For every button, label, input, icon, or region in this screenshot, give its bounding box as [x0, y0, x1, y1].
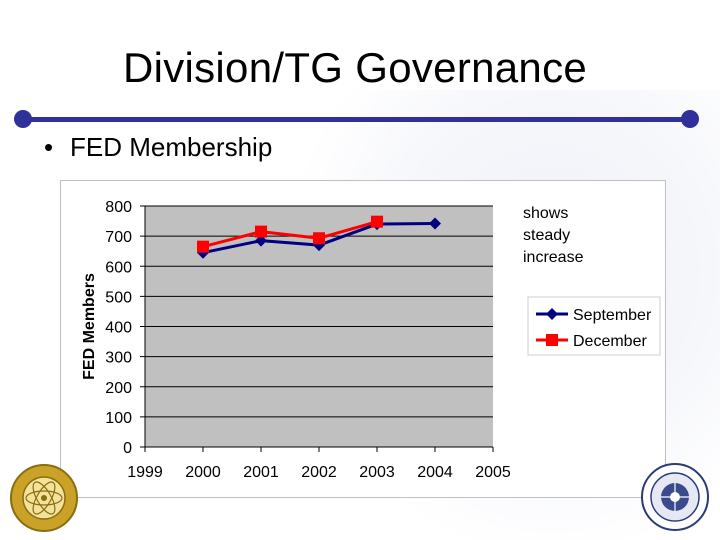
- bullet-text: FED Membership: [70, 132, 273, 162]
- golden-anniversary-logo: [10, 464, 78, 532]
- chart-note: shows steady increase: [523, 203, 623, 269]
- note-line: increase: [523, 249, 584, 266]
- rule-right-dot: [681, 110, 699, 128]
- note-line: shows: [523, 205, 569, 222]
- rule-left-dot: [14, 110, 32, 128]
- society-seal-logo: [641, 463, 709, 531]
- slide-title: Division/TG Governance: [122, 44, 588, 91]
- note-line: steady: [523, 227, 571, 244]
- bullet-item: • FED Membership: [44, 132, 272, 163]
- title-rule: [22, 117, 690, 122]
- bullet-dot: •: [44, 132, 54, 162]
